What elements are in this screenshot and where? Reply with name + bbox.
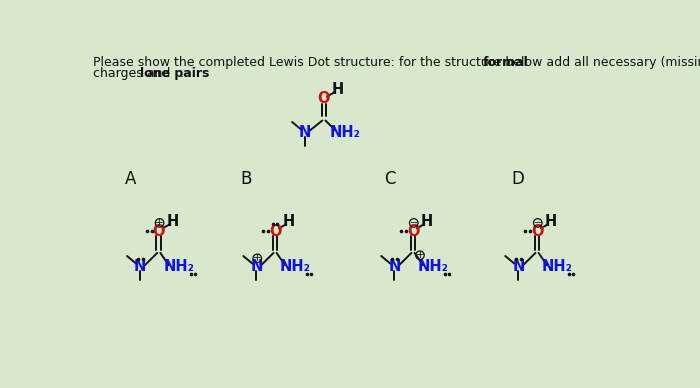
- Text: −: −: [533, 218, 542, 228]
- Text: N: N: [299, 125, 312, 140]
- Text: H: H: [545, 214, 557, 229]
- Text: B: B: [241, 170, 252, 188]
- Text: Please show the completed Lewis Dot structure: for the structure below add all n: Please show the completed Lewis Dot stru…: [93, 56, 700, 69]
- Text: H: H: [167, 214, 179, 229]
- Text: NH₂: NH₂: [163, 259, 195, 274]
- Text: +: +: [416, 250, 424, 260]
- Text: C: C: [384, 170, 395, 188]
- Text: NH₂: NH₂: [418, 259, 449, 274]
- Text: O: O: [318, 92, 330, 106]
- Text: N: N: [389, 259, 400, 274]
- Text: NH₂: NH₂: [280, 259, 311, 274]
- Text: O: O: [407, 224, 419, 239]
- Text: charges and: charges and: [93, 68, 174, 80]
- Text: O: O: [269, 224, 281, 239]
- Text: +: +: [155, 218, 164, 228]
- Text: N: N: [251, 259, 262, 274]
- Text: A: A: [125, 170, 136, 188]
- Text: H: H: [332, 82, 344, 97]
- Text: −: −: [410, 218, 418, 228]
- Text: H: H: [283, 214, 295, 229]
- Text: NH₂: NH₂: [542, 259, 573, 274]
- Text: +: +: [253, 253, 262, 263]
- Text: O: O: [153, 224, 165, 239]
- Text: lone pairs: lone pairs: [140, 68, 209, 80]
- Text: NH₂: NH₂: [330, 125, 361, 140]
- Text: formal: formal: [483, 56, 528, 69]
- Text: D: D: [511, 170, 524, 188]
- Text: H: H: [421, 214, 433, 229]
- Text: N: N: [134, 259, 146, 274]
- Text: .: .: [179, 68, 183, 80]
- Text: O: O: [531, 224, 543, 239]
- Text: N: N: [512, 259, 524, 274]
